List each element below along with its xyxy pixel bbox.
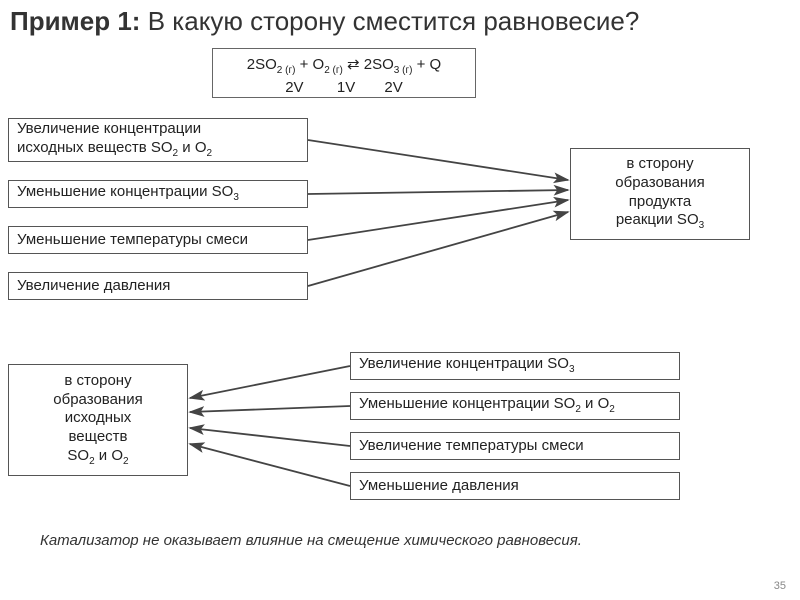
result-toward-reactants: в сторонуобразованияисходныхвеществSO2 и… — [8, 364, 188, 476]
title-rest: В какую сторону сместится равновесие? — [148, 6, 640, 36]
node-increase-conc-so3: Увеличение концентрации SO3 — [350, 352, 680, 380]
node-decrease-pressure: Уменьшение давления — [350, 472, 680, 500]
slide-title: Пример 1: В какую сторону сместится равн… — [10, 6, 639, 37]
node-decrease-conc-so3: Уменьшение концентрации SO3 — [8, 180, 308, 208]
page-number: 35 — [774, 580, 786, 592]
node-increase-temp: Увеличение температуры смеси — [350, 432, 680, 460]
equation-line1: 2SO2 (г) + O2 (г) ⇄ 2SO3 (г) + Q — [231, 55, 457, 78]
equation-box: 2SO2 (г) + O2 (г) ⇄ 2SO3 (г) + Q 2V 1V 2… — [212, 48, 476, 98]
node-increase-pressure: Увеличение давления — [8, 272, 308, 300]
node-increase-conc-reactants: Увеличение концентрацииисходных веществ … — [8, 118, 308, 162]
footnote: Катализатор не оказывает влияние на смещ… — [40, 532, 582, 549]
result-toward-product: в сторонуобразованияпродуктареакции SO3 — [570, 148, 750, 240]
node-decrease-temp: Уменьшение температуры смеси — [8, 226, 308, 254]
node-decrease-conc-reactants: Уменьшение концентрации SO2 и O2 — [350, 392, 680, 420]
equation-line2: 2V 1V 2V — [231, 78, 457, 98]
title-bold: Пример 1: — [10, 6, 140, 36]
